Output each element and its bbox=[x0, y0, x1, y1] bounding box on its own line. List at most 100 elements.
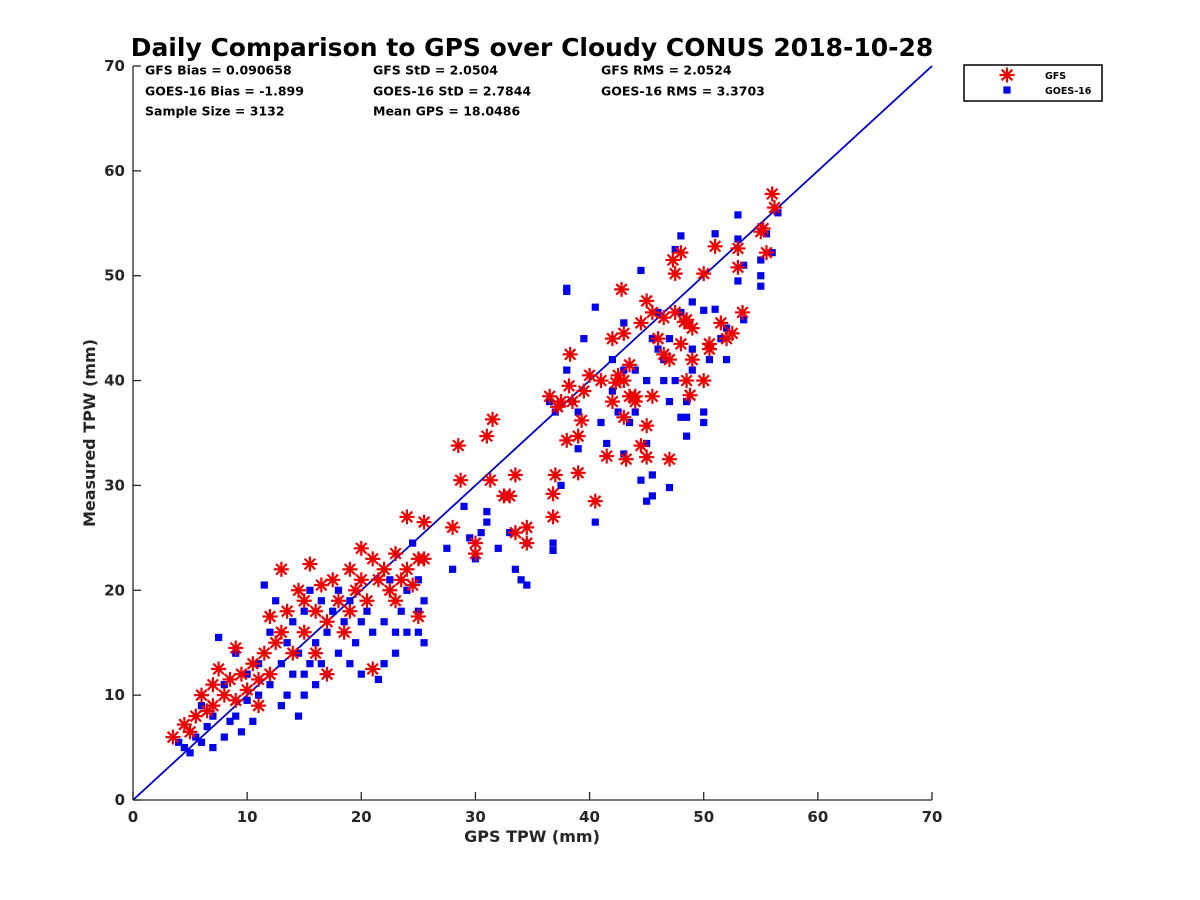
goes16-point bbox=[580, 335, 588, 343]
gfs-point bbox=[502, 488, 518, 504]
gfs-point bbox=[382, 582, 398, 598]
gfs-point bbox=[399, 561, 415, 577]
goes16-point bbox=[237, 728, 246, 736]
goes16-point bbox=[386, 576, 394, 584]
gfs-point bbox=[416, 551, 432, 567]
goes16-point bbox=[272, 597, 280, 605]
legend: GFS GOES-16 bbox=[963, 64, 1103, 102]
stat-r0-c1: GFS StD = 2.0504 bbox=[373, 63, 498, 78]
gfs-point bbox=[564, 394, 580, 410]
gfs-point bbox=[561, 378, 577, 394]
goes16-point bbox=[688, 298, 696, 306]
gfs-point bbox=[405, 577, 421, 593]
chart-title: Daily Comparison to GPS over Cloudy CONU… bbox=[131, 33, 934, 62]
goes16-point bbox=[203, 723, 211, 731]
goes16-point bbox=[323, 628, 331, 636]
gfs-point bbox=[279, 603, 295, 619]
legend-label-goes16: GOES-16 bbox=[1045, 86, 1092, 97]
legend-marker-goes16 bbox=[1003, 86, 1011, 94]
goes16-point bbox=[549, 539, 557, 547]
gfs-point bbox=[507, 525, 523, 541]
goes16-point bbox=[700, 306, 708, 314]
gfs-point bbox=[661, 451, 677, 467]
x-tick-label: 70 bbox=[922, 808, 943, 826]
axes: 0 10 20 30 40 50 60 70 0 10 20 30 40 50 60 70 bbox=[104, 57, 942, 826]
goes16-point bbox=[197, 702, 206, 710]
gfs-point bbox=[359, 593, 375, 609]
stat-r1-c1: GOES-16 StD = 2.7844 bbox=[373, 84, 531, 99]
goes16-point bbox=[363, 607, 371, 615]
gfs-point bbox=[348, 582, 364, 598]
gfs-point bbox=[667, 304, 683, 320]
gfs-point bbox=[587, 493, 603, 509]
gfs-point bbox=[604, 331, 620, 347]
gfs-point bbox=[388, 546, 404, 562]
goes16-point bbox=[186, 749, 194, 757]
gfs-point bbox=[245, 656, 261, 672]
goes16-point bbox=[249, 717, 257, 725]
goes16-point bbox=[369, 628, 377, 636]
y-tick-label: 20 bbox=[104, 581, 125, 599]
gfs-point bbox=[211, 661, 227, 677]
goes16-point bbox=[643, 376, 651, 385]
goes16-point bbox=[289, 618, 297, 626]
gfs-point bbox=[616, 409, 632, 425]
goes16-point bbox=[215, 633, 223, 642]
gfs-point bbox=[713, 315, 729, 331]
gfs-point bbox=[273, 561, 289, 577]
goes16-series bbox=[175, 209, 782, 757]
stat-r2-c0: Sample Size = 3132 bbox=[145, 104, 285, 119]
gfs-point bbox=[735, 304, 751, 320]
goes16-point bbox=[209, 712, 217, 720]
gfs-point bbox=[193, 687, 209, 703]
gfs-point bbox=[519, 535, 535, 551]
gfs-point bbox=[399, 509, 415, 525]
goes16-point bbox=[483, 508, 491, 516]
goes16-point bbox=[608, 356, 616, 364]
gfs-point bbox=[682, 387, 698, 403]
gfs-point bbox=[639, 449, 655, 465]
gfs-point bbox=[285, 645, 301, 661]
y-tick-label: 50 bbox=[104, 267, 125, 285]
gfs-point bbox=[614, 281, 630, 297]
goes16-point bbox=[374, 675, 383, 684]
goes16-point bbox=[665, 335, 674, 343]
gfs-point bbox=[228, 640, 244, 656]
goes16-point bbox=[711, 230, 719, 238]
gfs-point bbox=[559, 432, 575, 448]
gfs-point bbox=[764, 186, 780, 202]
legend-gfs-asterisk-icon bbox=[999, 67, 1015, 83]
goes16-point bbox=[300, 607, 308, 615]
x-axis-label: GPS TPW (mm) bbox=[464, 827, 600, 846]
gfs-point bbox=[639, 418, 655, 434]
goes16-point bbox=[312, 681, 320, 689]
gfs-point bbox=[701, 341, 717, 357]
goes16-point bbox=[734, 277, 742, 285]
stat-r1-c0: GOES-16 Bias = -1.899 bbox=[145, 84, 304, 99]
goes16-point bbox=[391, 628, 400, 636]
gfs-point bbox=[696, 373, 712, 389]
goes16-point bbox=[283, 691, 291, 699]
x-tick-label: 10 bbox=[237, 808, 258, 826]
gfs-point bbox=[467, 535, 483, 551]
y-tick-label: 30 bbox=[104, 476, 125, 494]
goes16-point bbox=[591, 303, 599, 311]
gfs-point bbox=[262, 666, 278, 682]
goes16-point bbox=[620, 319, 628, 327]
goes16-point bbox=[722, 324, 731, 332]
goes16-point bbox=[614, 408, 622, 416]
gfs-point bbox=[268, 635, 284, 651]
goes16-point bbox=[523, 581, 531, 589]
goes16-point bbox=[414, 628, 422, 636]
goes16-point bbox=[340, 618, 348, 626]
legend-goes16-square-icon bbox=[1003, 86, 1011, 94]
gfs-point bbox=[336, 624, 352, 640]
goes16-point bbox=[660, 376, 668, 385]
gfs-point bbox=[353, 572, 369, 588]
gfs-point bbox=[365, 551, 381, 567]
goes16-point bbox=[306, 586, 314, 594]
gfs-point bbox=[679, 312, 695, 328]
gfs-point bbox=[222, 671, 238, 687]
goes16-point bbox=[357, 618, 365, 626]
